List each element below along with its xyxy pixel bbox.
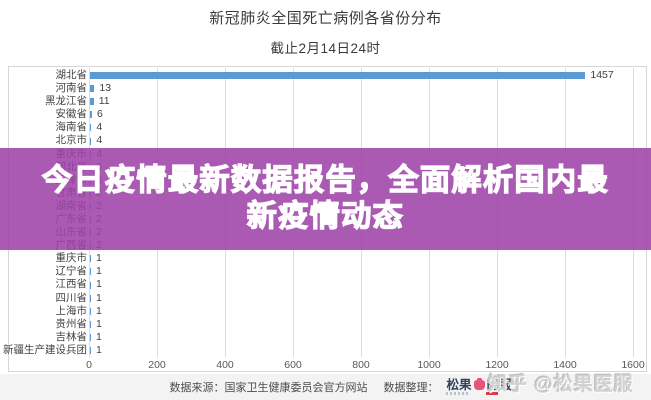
headline-line-1: 今日疫情最新数据报告，全面解析国内最 <box>41 163 609 197</box>
category-label: 辽宁省 <box>55 265 88 278</box>
x-tick-label: 800 <box>352 359 370 371</box>
bar <box>90 124 92 132</box>
value-label: 11 <box>98 95 110 108</box>
pinecone-icon <box>473 378 485 390</box>
category-label: 黑龙江省 <box>45 95 87 108</box>
value-label: 1 <box>96 304 102 317</box>
bar <box>90 268 91 276</box>
bar <box>90 72 586 80</box>
bar <box>90 255 91 263</box>
x-tick-label: 1000 <box>417 359 441 371</box>
chart-title: 新冠肺炎全国死亡病例各省份分布 <box>209 10 442 27</box>
bar <box>90 111 93 119</box>
value-label: 4 <box>96 121 103 134</box>
category-label: 安徽省 <box>55 108 88 121</box>
bar <box>90 294 91 302</box>
category-label: 吉林省 <box>55 330 88 343</box>
bar <box>90 307 91 315</box>
x-tick-label: 200 <box>148 359 166 371</box>
bar <box>90 98 94 106</box>
category-label: 新疆生产建设兵团 <box>3 343 87 356</box>
value-label: 1 <box>96 265 102 278</box>
bar <box>90 320 91 328</box>
logo-tagline-strip <box>446 391 503 395</box>
x-tick-label: 0 <box>86 359 92 371</box>
headline-line-2: 新疫情动态 <box>246 199 405 233</box>
category-label: 海南省 <box>55 121 88 134</box>
zhihu-watermark: 知乎 @松果医服 <box>488 374 634 395</box>
category-label: 湖北省 <box>55 69 88 81</box>
value-label: 1 <box>96 343 102 356</box>
footer-bar: 数据来源：国家卫生健康委员会官方网站 数据整理： 松果 医服 <box>0 374 651 400</box>
category-label: 上海市 <box>55 304 88 317</box>
value-label: 1 <box>96 252 102 265</box>
category-label: 四川省 <box>55 291 88 304</box>
x-tick-label: 1600 <box>621 359 645 371</box>
data-source-label: 数据来源：国家卫生健康委员会官方网站 <box>169 382 368 394</box>
logo-text-prefix: 松果 <box>446 377 472 392</box>
x-tick-label: 1200 <box>485 359 509 371</box>
value-label: 1 <box>96 330 102 343</box>
value-label: 6 <box>97 108 103 121</box>
category-label: 江西省 <box>55 278 88 291</box>
value-label: 1457 <box>590 69 614 81</box>
headline-banner: 今日疫情最新数据报告，全面解析国内最 新疫情动态 <box>0 148 651 250</box>
logo-text-suffix: 医服 <box>486 377 512 392</box>
value-label: 1 <box>96 278 102 291</box>
bar <box>90 137 92 145</box>
x-tick-label: 600 <box>284 359 302 371</box>
category-label: 重庆市 <box>55 252 88 265</box>
value-label: 1 <box>96 291 102 304</box>
bar <box>90 333 91 341</box>
songguo-yifu-logo: 松果 医服 <box>446 377 512 395</box>
x-tick-label: 1400 <box>553 359 577 371</box>
x-tick-label: 400 <box>216 359 234 371</box>
value-label: 13 <box>99 82 112 95</box>
category-label: 河南省 <box>55 82 88 95</box>
value-label: 4 <box>96 134 103 147</box>
data-compiler-label: 数据整理： <box>383 382 439 394</box>
chart-subtitle: 截止2月14日24时 <box>270 41 381 56</box>
bar <box>90 346 91 354</box>
category-label: 北京市 <box>55 134 88 147</box>
value-label: 1 <box>96 317 102 330</box>
bar <box>90 281 91 289</box>
category-label: 贵州省 <box>55 317 88 330</box>
bar <box>90 85 95 93</box>
